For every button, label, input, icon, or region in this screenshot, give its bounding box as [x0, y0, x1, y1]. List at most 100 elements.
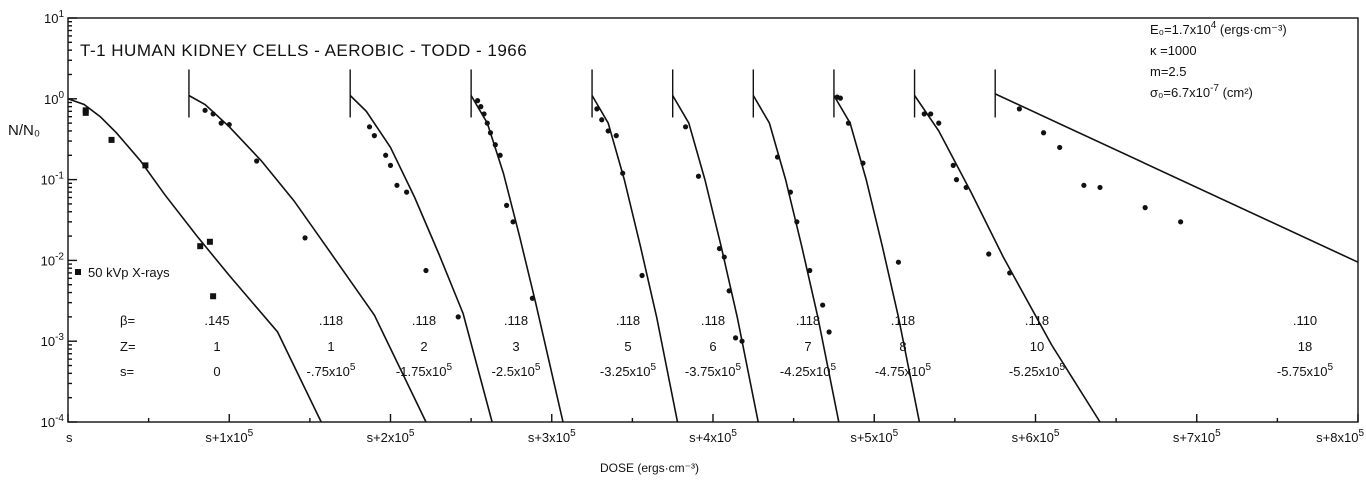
series-1: .145 1 0 — [67, 98, 322, 423]
data-point — [387, 162, 394, 168]
data-point — [716, 245, 723, 252]
data-point — [1007, 270, 1013, 276]
data-point — [682, 124, 689, 130]
series-2: .118 1 -.75x105 — [188, 69, 427, 423]
series-3: .118 2 -1.75x105 — [349, 69, 493, 423]
data-point — [202, 107, 208, 113]
x-tick-label: s+5x105 — [850, 428, 898, 445]
data-point — [860, 160, 866, 166]
data-point — [986, 251, 992, 257]
s-value: -5.25x105 — [1009, 362, 1066, 379]
legend-square-marker — [75, 269, 81, 275]
constant-label: m=2.5 — [1150, 64, 1187, 79]
beta-value: .118 — [319, 313, 343, 328]
x-tick-label: s+1x105 — [205, 428, 253, 445]
z-value: 1 — [213, 339, 220, 354]
series-6: .118 6 -3.75x105 — [671, 69, 759, 423]
fit-curve — [672, 95, 759, 423]
z-value: 2 — [420, 339, 427, 354]
data-point — [1142, 205, 1148, 211]
data-point — [492, 142, 498, 148]
data-point — [504, 202, 510, 208]
z-value: 6 — [709, 339, 716, 354]
z-value: 1 — [327, 339, 334, 354]
z-row-label: Z= — [120, 339, 136, 354]
fit-curve — [188, 94, 427, 423]
s-value: 0 — [213, 364, 220, 379]
data-point — [302, 235, 308, 241]
beta-value: .118 — [891, 313, 915, 328]
y-tick-label: 10-2 — [41, 251, 65, 268]
s-value: -3.75x105 — [685, 362, 742, 379]
data-point — [594, 106, 600, 112]
fit-curve — [67, 98, 322, 423]
data-point — [455, 314, 461, 320]
data-point — [497, 152, 503, 158]
s-value: -.75x105 — [307, 362, 356, 379]
x-tick-label: s — [66, 430, 73, 445]
data-point — [487, 130, 494, 136]
data-point — [478, 104, 484, 110]
data-point — [928, 111, 934, 117]
constant-label: σ₀=6.7x10-7 (cm²) — [1150, 83, 1253, 100]
constants-block: E₀=1.7x104 (ergs·cm⁻³) κ =1000 m=2.5 σ₀=6.7… — [1150, 20, 1287, 100]
data-point — [950, 162, 956, 168]
data-point — [1081, 182, 1087, 188]
data-point — [774, 154, 781, 160]
data-point — [254, 158, 260, 164]
data-point — [1178, 219, 1184, 225]
data-point — [826, 329, 832, 335]
y-tick-label: 10-1 — [41, 171, 65, 188]
fit-curve — [349, 94, 493, 423]
data-point-square — [108, 136, 115, 143]
s-value: -2.5x105 — [492, 362, 541, 379]
parameter-row-labels: β= Z= s= — [120, 313, 136, 379]
constant-label: κ =1000 — [1150, 43, 1197, 58]
data-point-square — [210, 293, 217, 300]
fit-curve — [833, 95, 921, 423]
data-point — [739, 338, 745, 344]
legend: 50 kVp X-rays — [75, 265, 170, 280]
y-tick-label: 101 — [44, 9, 64, 26]
z-value: 5 — [624, 339, 631, 354]
data-point — [845, 120, 852, 126]
y-tick-label: 100 — [44, 90, 64, 107]
data-point-square — [197, 243, 204, 250]
z-value: 3 — [512, 339, 519, 354]
series-10: .110 18 -5.75x105 — [994, 69, 1359, 379]
y-axis-label: N/N₀ — [8, 122, 40, 139]
x-tick-label: s+4x105 — [689, 428, 737, 445]
data-point — [218, 120, 224, 126]
data-point — [474, 97, 481, 104]
constant-label: E₀=1.7x104 (ergs·cm⁻³) — [1150, 20, 1287, 37]
data-point — [226, 121, 232, 128]
fit-curve — [591, 95, 679, 423]
series-5: .118 5 -3.25x105 — [591, 69, 679, 423]
series-8: .118 8 -4.75x105 — [833, 69, 932, 423]
data-point — [599, 117, 605, 123]
z-value: 8 — [899, 339, 906, 354]
data-point — [794, 219, 800, 225]
data-point — [963, 184, 969, 191]
beta-value: .145 — [204, 313, 229, 328]
s-value: -1.75x105 — [396, 362, 453, 379]
data-point — [695, 173, 702, 179]
data-point-square — [206, 238, 213, 245]
z-value: 10 — [1030, 339, 1044, 354]
s-value: -4.25x105 — [780, 362, 837, 379]
s-value: -3.25x105 — [600, 362, 657, 379]
s-value: -5.75x105 — [1277, 362, 1334, 379]
beta-value: .118 — [504, 313, 528, 328]
data-point — [1097, 184, 1103, 191]
data-point-square — [82, 109, 89, 116]
beta-row-label: β= — [120, 313, 135, 328]
data-point — [639, 272, 645, 279]
x-tick-label: s+8x105 — [1316, 428, 1364, 445]
data-point — [481, 111, 487, 117]
chart-title: T-1 HUMAN KIDNEY CELLS - AEROBIC - TODD … — [80, 41, 527, 60]
data-point — [383, 152, 389, 158]
data-point — [510, 219, 516, 225]
data-point — [605, 128, 611, 134]
x-tick-label: s+7x105 — [1173, 428, 1221, 445]
data-point — [936, 120, 942, 126]
